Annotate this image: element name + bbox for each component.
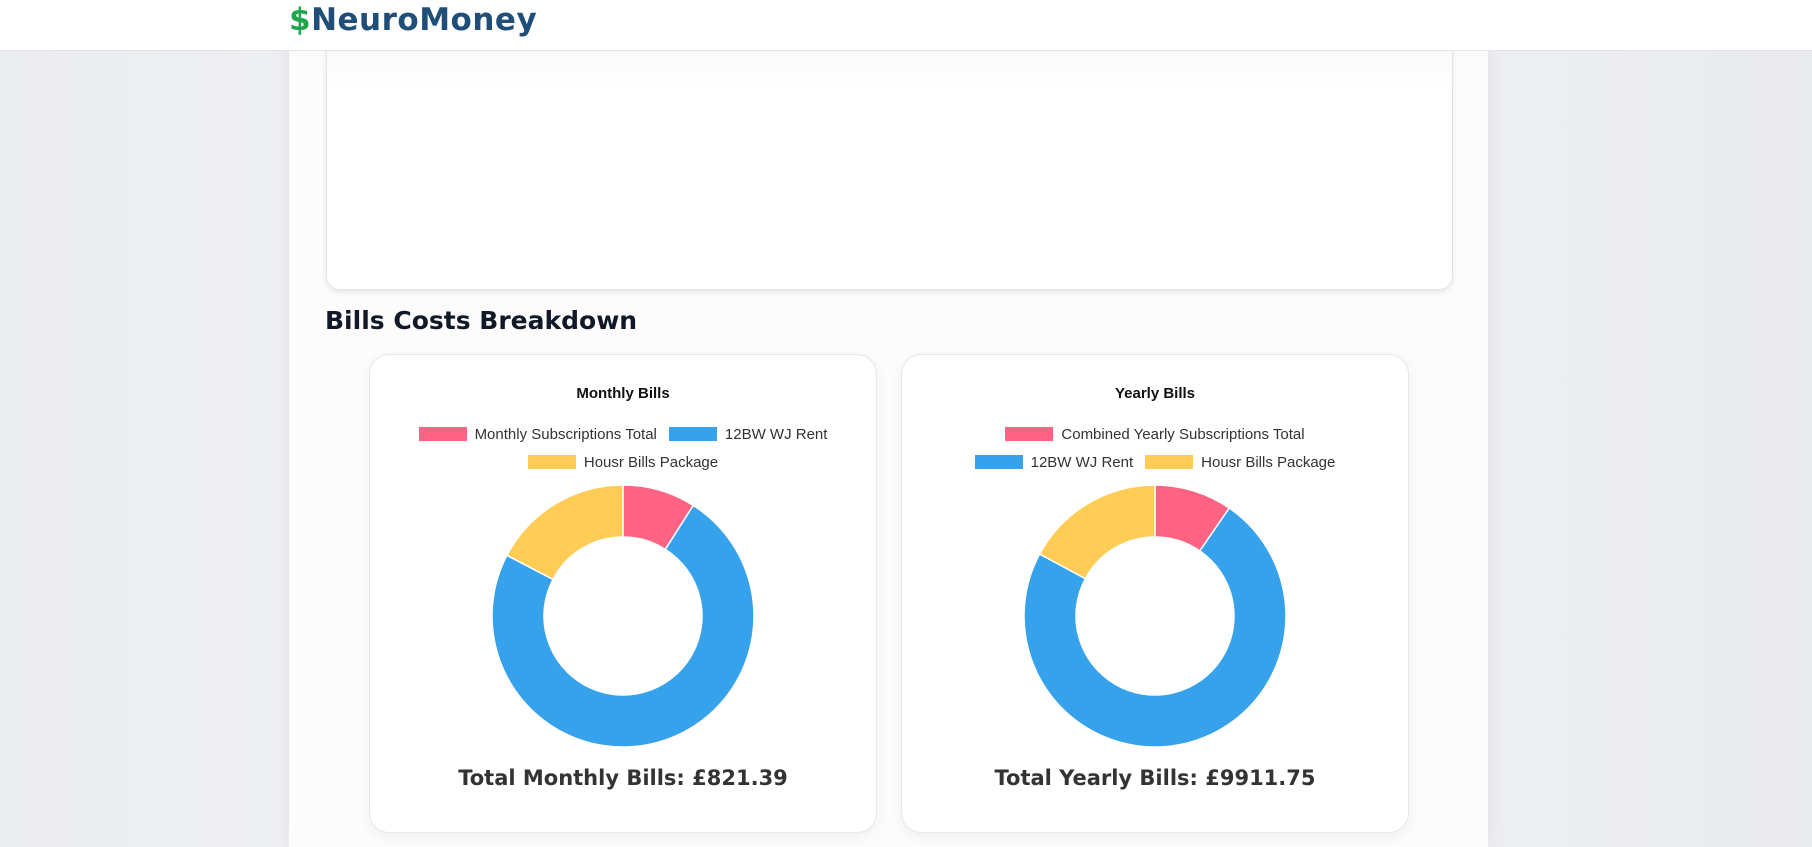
legend-item[interactable]: Housr Bills Package (1145, 453, 1335, 471)
legend-swatch (668, 427, 717, 441)
legend-swatch (527, 455, 576, 469)
main-container: Bills Costs Breakdown Monthly Bills Month… (289, 0, 1488, 847)
legend: Combined Yearly Subscriptions Total 12BW … (935, 425, 1375, 471)
doughnut-chart (491, 484, 755, 748)
legend: Monthly Subscriptions Total 12BW WJ Rent H… (403, 425, 843, 471)
total-label: Total Monthly Bills: £821.39 (458, 766, 788, 790)
legend-swatch (974, 455, 1023, 469)
legend-item[interactable]: 12BW WJ Rent (974, 453, 1134, 471)
logo[interactable]: $NeuroMoney (289, 2, 537, 38)
legend-label: Housr Bills Package (583, 453, 719, 471)
legend-label: 12BW WJ Rent (1030, 453, 1134, 471)
doughnut-chart (1023, 484, 1287, 748)
legend-label: Housr Bills Package (1201, 453, 1336, 471)
chart-title: Yearly Bills (1114, 385, 1196, 402)
total-label: Total Yearly Bills: £9911.75 (994, 766, 1316, 790)
chart-card: Monthly Bills Monthly Subscriptions Total… (369, 354, 877, 833)
legend-item[interactable]: 12BW WJ Rent (668, 425, 828, 443)
legend-swatch (1005, 427, 1054, 441)
doughnut-slice (1038, 484, 1156, 580)
chart-title: Monthly Bills (576, 385, 670, 402)
legend-label: Monthly Subscriptions Total (474, 425, 657, 443)
doughnut-slice (505, 484, 624, 581)
legend-item[interactable]: Housr Bills Package (527, 453, 719, 471)
legend-item[interactable]: Monthly Subscriptions Total (418, 425, 657, 443)
legend-label: 12BW WJ Rent (724, 425, 828, 443)
legend-item[interactable]: Combined Yearly Subscriptions Total (1005, 425, 1305, 443)
chart-card: Yearly Bills Combined Yearly Subscription… (901, 354, 1409, 833)
legend-swatch (1145, 455, 1194, 469)
section-title: Bills Costs Breakdown (325, 306, 638, 335)
logo-symbol: $ (289, 2, 312, 38)
header: $NeuroMoney (0, 0, 1812, 51)
doughnut-slice (1023, 507, 1287, 748)
doughnut-slice (491, 504, 755, 748)
logo-text: NeuroMoney (311, 2, 538, 38)
legend-label: Combined Yearly Subscriptions Total (1061, 425, 1305, 443)
legend-swatch (418, 427, 467, 441)
chart-card-empty (326, 20, 1453, 290)
